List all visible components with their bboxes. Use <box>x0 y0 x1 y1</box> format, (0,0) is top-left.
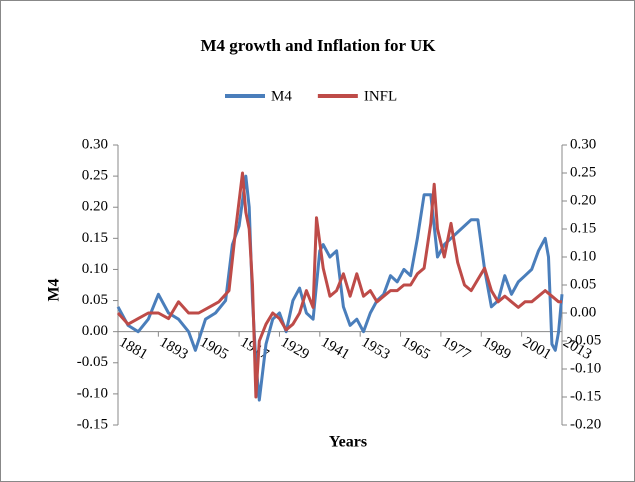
y-tick-label: 0.00 <box>82 323 108 339</box>
y2-tick-label: 0.25 <box>570 164 596 180</box>
y2-tick-label: 0.30 <box>570 136 596 152</box>
x-axis-title: Years <box>329 434 367 451</box>
y-axis-title: M4 <box>46 278 63 301</box>
y-tick-label: 0.10 <box>82 261 108 277</box>
y2-tick-label: -0.15 <box>570 388 601 404</box>
legend-label: M4 <box>271 88 292 104</box>
y2-tick-label: 0.20 <box>570 192 596 208</box>
y-tick-label: 0.25 <box>82 168 108 184</box>
legend-label: INFL <box>364 88 397 104</box>
series-line <box>116 174 564 402</box>
y-tick-label: 0.30 <box>82 136 108 152</box>
y2-tick-label: -0.20 <box>570 416 601 432</box>
y-tick-label: -0.15 <box>77 416 108 432</box>
y-tick-label: -0.05 <box>77 354 108 370</box>
y2-tick-label: 0.15 <box>570 220 596 236</box>
y2-tick-label: 0.00 <box>570 304 596 320</box>
y-tick-label: -0.10 <box>77 385 108 401</box>
y2-tick-label: -0.05 <box>570 332 601 348</box>
y-tick-label: 0.15 <box>82 230 108 246</box>
chart-title: M4 growth and Inflation for UK <box>200 36 436 55</box>
y-tick-label: 0.20 <box>82 199 108 215</box>
y2-tick-label: 0.05 <box>570 276 596 292</box>
y2-tick-label: -0.10 <box>570 360 601 376</box>
y2-tick-label: 0.10 <box>570 248 596 264</box>
series-line <box>116 171 562 399</box>
y-tick-label: 0.05 <box>82 292 108 308</box>
